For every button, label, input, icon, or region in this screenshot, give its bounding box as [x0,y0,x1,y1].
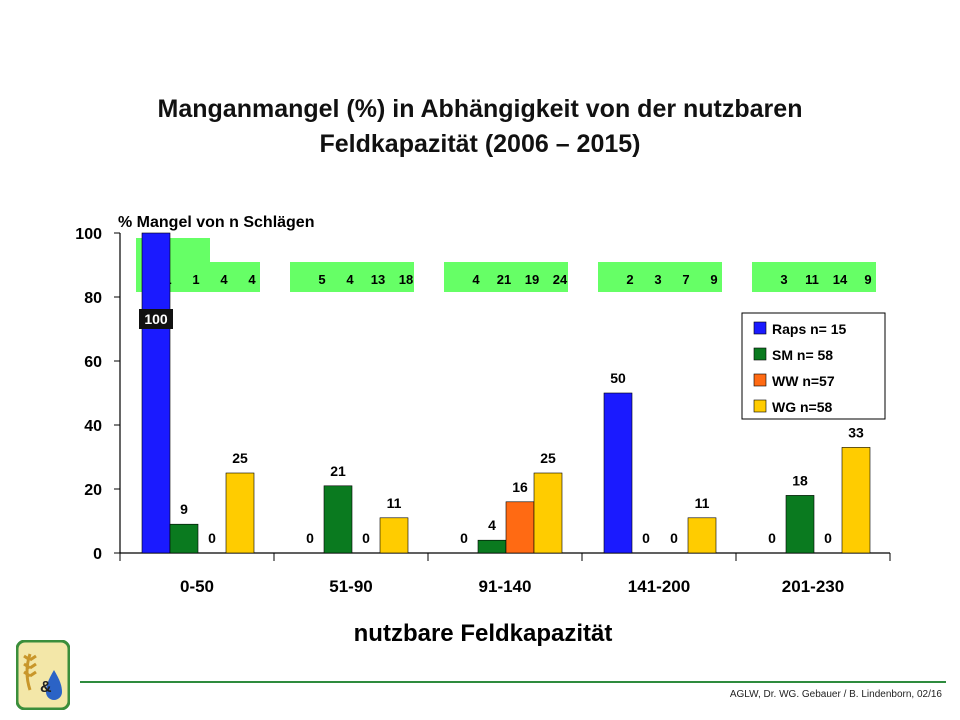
data-label: 11 [695,495,710,511]
n-count-box [752,262,876,292]
n-count-label: 19 [525,272,539,287]
n-count-label: 14 [833,272,848,287]
data-label: 25 [540,450,556,466]
n-count-label: 3 [780,272,787,287]
n-count-label: 13 [371,272,385,287]
data-label-bg [139,309,173,329]
legend-label: WW n=57 [772,373,835,389]
footer-credit: AGLW, Dr. WG. Gebauer / B. Lindenborn, 0… [729,689,942,700]
bar-wg [225,472,255,554]
data-label: 33 [848,424,864,440]
legend-swatch [753,373,767,387]
legend-label: SM n= 58 [772,347,833,363]
data-label: 0 [768,530,776,546]
y-tick-label: 0 [93,546,102,563]
data-label: 0 [208,530,216,546]
n-count-label: 1 [192,272,199,287]
data-label: 4 [488,517,496,533]
n-count-label: 7 [682,272,689,287]
bar-ww [505,501,535,554]
legend-label: WG n=58 [772,399,833,415]
data-label: 16 [512,479,528,495]
n-count-label: 3 [654,272,661,287]
data-label: 11 [387,495,402,511]
legend-swatch [753,321,767,335]
n-count-label: 18 [399,272,413,287]
n-count-label: 11 [805,272,819,287]
y-axis-label: % Mangel von n Schlägen [118,214,314,231]
n-count-label: 24 [553,272,568,287]
bar-wg [687,517,717,554]
data-label: 50 [610,370,626,386]
bar-wg [533,472,563,554]
x-tick-label: 51-90 [329,577,372,596]
n-count-label: 9 [710,272,717,287]
data-label: 0 [670,530,678,546]
x-axis-label: nutzbare Feldkapazität [354,620,613,647]
data-label: 100 [144,311,168,327]
n-count-box [598,262,722,292]
data-label: 18 [792,472,808,488]
logo-icon: & [15,639,71,711]
data-label: 0 [362,530,370,546]
bar-sm [169,523,199,554]
bar-sm [477,539,507,554]
logo-ampersand: & [40,679,52,696]
data-label: 0 [642,530,650,546]
x-tick-label: 0-50 [180,577,214,596]
logo: & [15,639,71,715]
data-label: 0 [460,530,468,546]
y-tick-label: 40 [84,418,102,435]
legend-swatch [753,347,767,361]
data-label: 0 [824,530,832,546]
data-label: 21 [330,463,346,479]
n-count-label: 21 [497,272,511,287]
chart-title: Manganmangel (%) in Abhängigkeit von der… [0,92,960,162]
n-count-label: 5 [318,272,325,287]
bar-wg [379,517,409,554]
legend-label: Raps n= 15 [772,321,847,337]
n-count-label: 4 [346,272,354,287]
data-label: 9 [180,501,188,517]
y-tick-label: 60 [84,354,102,371]
chart-title-line1: Manganmangel (%) in Abhängigkeit von der… [157,95,803,123]
y-tick-label: 100 [75,226,102,243]
footer-divider [80,681,946,683]
chart-title-line2: Feldkapazität (2006 – 2015) [319,130,641,158]
bar-sm [785,495,815,554]
n-count-label: 4 [472,272,480,287]
y-tick-label: 20 [84,482,102,499]
x-tick-label: 91-140 [479,577,532,596]
x-tick-label: 201-230 [782,577,844,596]
n-count-label: 9 [864,272,871,287]
bar-sm [323,485,353,554]
y-tick-label: 80 [84,290,102,307]
data-label: 25 [232,450,248,466]
x-tick-label: 141-200 [628,577,690,596]
bar-raps [603,392,633,554]
n-count-box [290,262,414,292]
bar-raps [141,232,171,554]
n-count-label: 4 [220,272,228,287]
legend-swatch [753,399,767,413]
data-label: 0 [306,530,314,546]
n-count-label: 4 [248,272,256,287]
n-count-box [444,262,568,292]
bar-wg [841,447,871,554]
n-count-label: 2 [626,272,633,287]
